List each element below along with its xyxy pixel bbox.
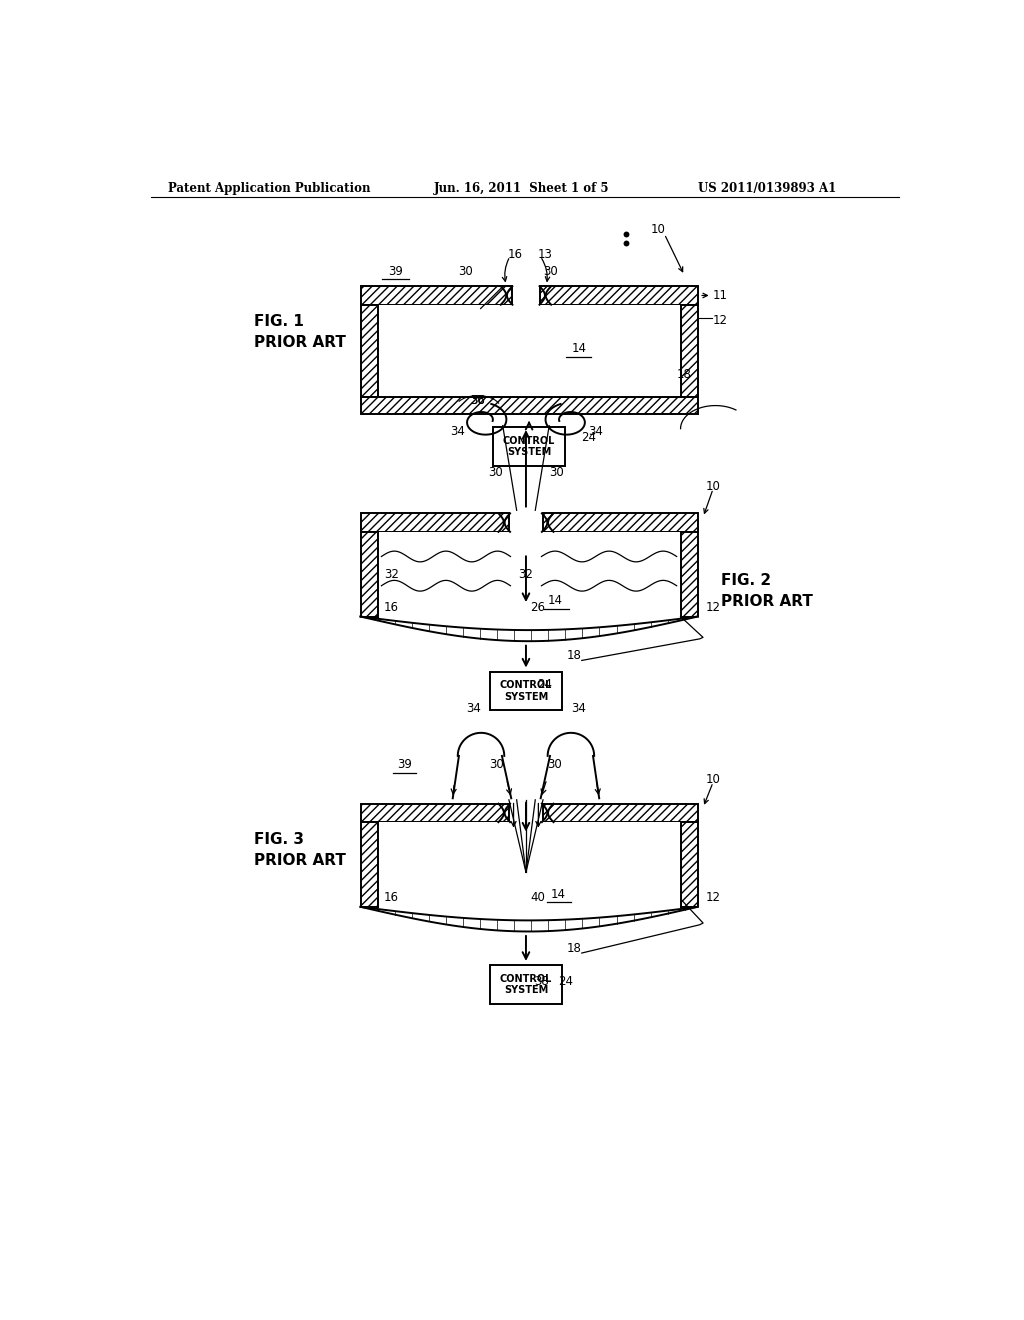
Text: 34: 34: [571, 702, 586, 715]
Text: 10: 10: [706, 772, 720, 785]
Text: US 2011/0139893 A1: US 2011/0139893 A1: [697, 182, 836, 194]
Bar: [360, 513, 509, 532]
Text: 14: 14: [548, 594, 563, 607]
Text: FIG. 3
PRIOR ART: FIG. 3 PRIOR ART: [254, 832, 345, 869]
Text: 10: 10: [706, 480, 720, 492]
Bar: [681, 305, 697, 397]
Text: 30: 30: [488, 466, 503, 479]
Bar: [360, 305, 378, 397]
Text: FIG. 2
PRIOR ART: FIG. 2 PRIOR ART: [721, 573, 813, 609]
Bar: [378, 822, 681, 907]
Bar: [543, 804, 697, 822]
Text: 34: 34: [451, 425, 465, 438]
Text: 39: 39: [397, 758, 412, 771]
Text: 40: 40: [530, 891, 546, 904]
Text: 34: 34: [588, 425, 603, 438]
Bar: [490, 672, 561, 710]
Bar: [494, 428, 564, 466]
Bar: [360, 804, 509, 822]
Text: 13: 13: [538, 248, 552, 261]
Text: 36: 36: [470, 395, 485, 407]
Text: 32: 32: [518, 568, 534, 581]
Bar: [360, 397, 697, 414]
Text: 14: 14: [571, 342, 587, 355]
Text: 24: 24: [558, 974, 573, 987]
Text: 12: 12: [706, 601, 720, 614]
Bar: [378, 532, 681, 616]
Text: 11: 11: [713, 289, 728, 302]
Text: FIG. 1
PRIOR ART: FIG. 1 PRIOR ART: [254, 314, 345, 350]
Bar: [378, 305, 681, 397]
Text: 16: 16: [384, 891, 398, 904]
Bar: [360, 822, 378, 907]
Bar: [360, 532, 378, 616]
Bar: [681, 822, 697, 907]
Text: 38: 38: [534, 974, 549, 987]
Text: 26: 26: [529, 601, 545, 614]
Text: 16: 16: [508, 248, 522, 261]
Text: 14: 14: [551, 887, 566, 900]
Text: 39: 39: [388, 265, 402, 277]
Bar: [681, 532, 697, 616]
Bar: [543, 513, 697, 532]
Text: CONTROL
SYSTEM: CONTROL SYSTEM: [503, 436, 555, 457]
Text: 24: 24: [582, 432, 596, 444]
Text: 18: 18: [566, 942, 582, 954]
Text: 10: 10: [651, 223, 666, 236]
Text: CONTROL
SYSTEM: CONTROL SYSTEM: [500, 974, 552, 995]
Text: 32: 32: [384, 568, 398, 581]
Text: CONTROL
SYSTEM: CONTROL SYSTEM: [500, 680, 552, 702]
Bar: [490, 965, 561, 1003]
Text: 36: 36: [470, 395, 485, 407]
Text: 18: 18: [677, 367, 691, 380]
Text: 12: 12: [706, 891, 720, 904]
Text: 30: 30: [548, 758, 562, 771]
Text: 30: 30: [543, 265, 558, 277]
Text: 24: 24: [538, 678, 553, 692]
Text: 34: 34: [466, 702, 480, 715]
Text: 12: 12: [713, 314, 728, 326]
Text: 30: 30: [489, 758, 504, 771]
Text: Patent Application Publication: Patent Application Publication: [168, 182, 371, 194]
Bar: [360, 286, 512, 305]
Bar: [541, 286, 697, 305]
Text: 16: 16: [384, 601, 398, 614]
Text: 30: 30: [458, 265, 472, 277]
Text: Jun. 16, 2011  Sheet 1 of 5: Jun. 16, 2011 Sheet 1 of 5: [434, 182, 609, 194]
Text: 30: 30: [549, 466, 564, 479]
Text: 18: 18: [566, 648, 582, 661]
